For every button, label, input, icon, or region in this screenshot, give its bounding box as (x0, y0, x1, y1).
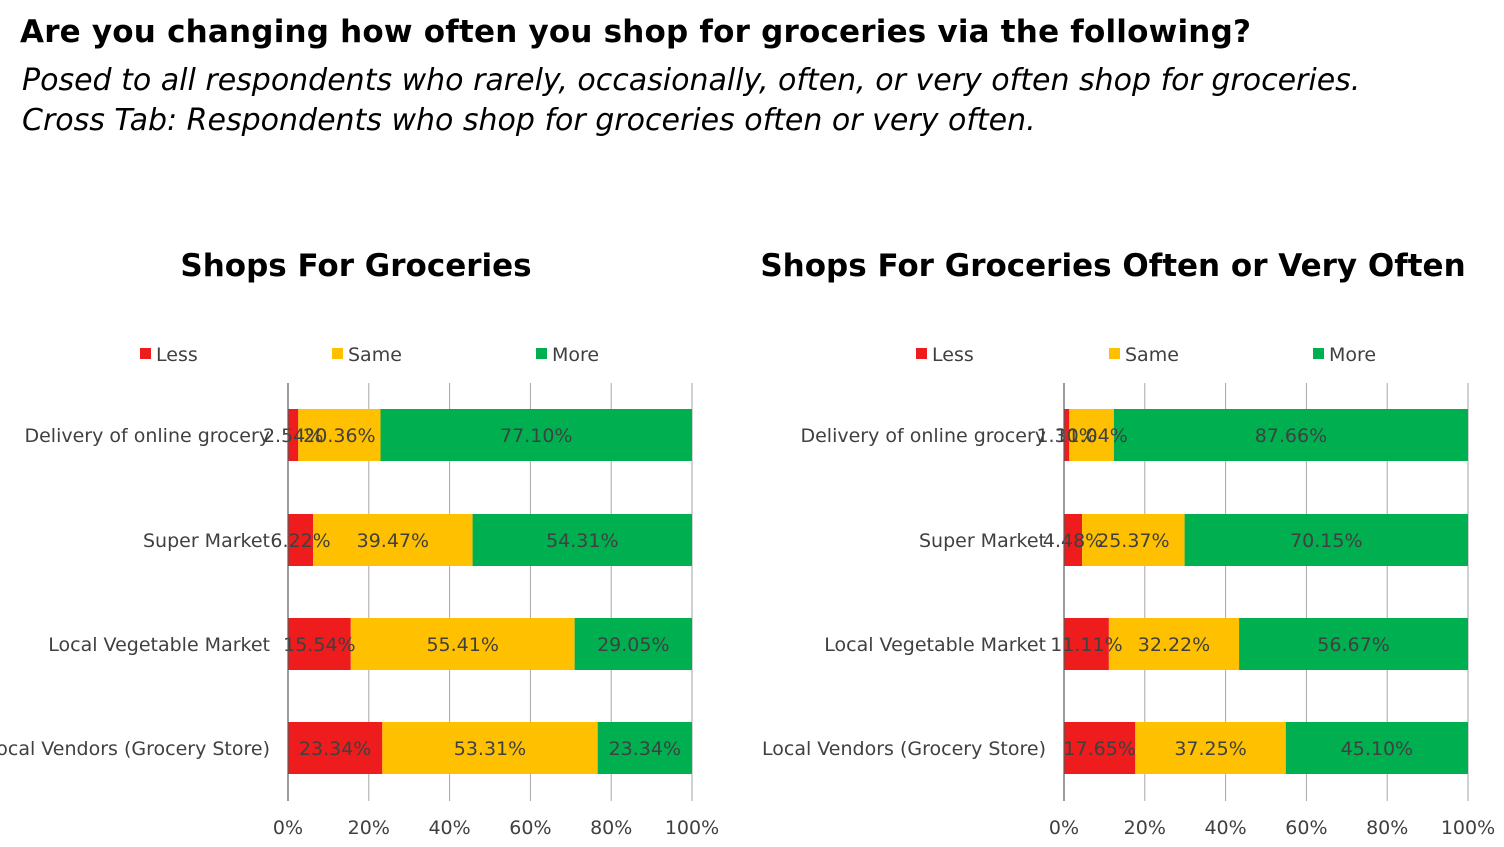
x-tick-label: 100% (1441, 817, 1495, 839)
x-tick-label: 60% (509, 817, 551, 839)
x-tick-label: 100% (665, 817, 719, 839)
bar-same (313, 514, 473, 566)
chart-all-shoppers: 0% 20% 40% 60% 80% 100% Delivery of online gro… (0, 344, 719, 839)
bar-less (1064, 722, 1136, 774)
bar-more (1113, 409, 1468, 461)
x-tick-label: 40% (1204, 817, 1246, 839)
category-label: Delivery of online grocery (800, 425, 1046, 447)
data-label: 54.31% (546, 530, 618, 552)
category-label: Delivery of online grocery (24, 425, 270, 447)
data-label: 77.10% (500, 425, 572, 447)
bar-less (288, 409, 299, 461)
legend-swatch-more (1313, 348, 1324, 359)
data-label: 11.04% (1055, 425, 1127, 447)
category-label: Local Vendors (Grocery Store) (762, 738, 1046, 760)
data-label: 37.25% (1174, 738, 1246, 760)
data-label: 1.30% (1036, 425, 1096, 447)
bar-less (1064, 514, 1083, 566)
legend-label-more: More (552, 344, 599, 366)
data-label: 17.65% (1063, 738, 1135, 760)
subtitle-crosstab: Cross Tab: Respondents who shop for groc… (22, 103, 1036, 138)
legend-swatch-same (332, 348, 343, 359)
data-label: 70.15% (1290, 530, 1362, 552)
bar-more (597, 722, 692, 774)
chart-title-often: Shops For Groceries Often or Very Often (760, 248, 1466, 284)
subtitle-population: Posed to all respondents who rarely, occ… (22, 63, 1361, 98)
bar-same (350, 618, 575, 670)
bar-more (1285, 722, 1468, 774)
category-label: Local Vendors (Grocery Store) (0, 738, 270, 760)
data-label: 11.11% (1050, 634, 1122, 656)
category-label: Super Market (919, 530, 1046, 552)
x-tick-label: 20% (348, 817, 390, 839)
legend-label-less: Less (156, 344, 198, 366)
category-label: Local Vegetable Market (48, 634, 270, 656)
bar-same (298, 409, 381, 461)
bar-less (1064, 409, 1070, 461)
bar-same (1108, 618, 1240, 670)
data-label: 23.34% (299, 738, 371, 760)
x-tick-label: 20% (1124, 817, 1166, 839)
data-label: 55.41% (426, 634, 498, 656)
category-label: Local Vegetable Market (824, 634, 1046, 656)
bar-more (1184, 514, 1468, 566)
data-label: 29.05% (597, 634, 669, 656)
bar-less (1064, 618, 1109, 670)
data-label: 32.22% (1138, 634, 1210, 656)
data-label: 45.10% (1341, 738, 1413, 760)
data-label: 4.48% (1043, 530, 1103, 552)
data-label: 25.37% (1097, 530, 1169, 552)
data-label: 6.22% (270, 530, 330, 552)
x-tick-label: 60% (1285, 817, 1327, 839)
legend-swatch-more (536, 348, 547, 359)
legend-label-same: Same (1125, 344, 1179, 366)
legend-label-more: More (1329, 344, 1376, 366)
x-tick-label: 80% (1366, 817, 1408, 839)
data-label: 20.36% (303, 425, 375, 447)
legend-swatch-less (140, 348, 151, 359)
bar-more (574, 618, 692, 670)
chart-title-all: Shops For Groceries (180, 248, 532, 284)
bar-less (288, 618, 351, 670)
page-title: Are you changing how often you shop for … (20, 14, 1252, 50)
bar-more (380, 409, 692, 461)
bar-same (1069, 409, 1114, 461)
legend-swatch-less (916, 348, 927, 359)
bar-same (1082, 514, 1185, 566)
data-label: 15.54% (283, 634, 355, 656)
data-label: 23.34% (609, 738, 681, 760)
legend-swatch-same (1109, 348, 1120, 359)
bar-more (472, 514, 692, 566)
legend-label-less: Less (932, 344, 974, 366)
x-tick-label: 0% (1049, 817, 1079, 839)
x-tick-label: 0% (273, 817, 303, 839)
x-tick-label: 80% (590, 817, 632, 839)
data-label: 87.66% (1255, 425, 1327, 447)
bar-less (288, 722, 383, 774)
legend-label-same: Same (348, 344, 402, 366)
chart-often-shoppers: 0% 20% 40% 60% 80% 100% Delivery of online gro… (762, 344, 1495, 839)
data-label: 56.67% (1317, 634, 1389, 656)
data-label: 39.47% (357, 530, 429, 552)
category-label: Super Market (143, 530, 270, 552)
bar-same (382, 722, 598, 774)
bar-less (288, 514, 314, 566)
bar-same (1135, 722, 1286, 774)
data-label: 2.54% (263, 425, 323, 447)
x-tick-label: 40% (428, 817, 470, 839)
data-label: 53.31% (454, 738, 526, 760)
bar-more (1239, 618, 1468, 670)
